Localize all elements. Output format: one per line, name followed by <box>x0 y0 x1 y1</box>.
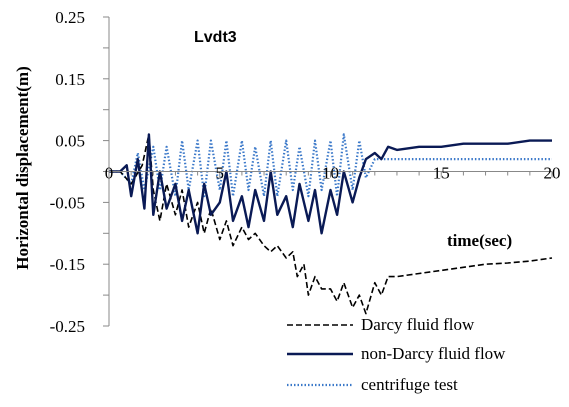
legend-label-3: centrifuge test <box>361 375 458 394</box>
labels-layer: 0.25 0.15 0.05 -0.05 -0.15 -0.25 0 5 10 15 20 <box>50 8 561 336</box>
y-axis-title: Horizontal displacement(m) <box>13 66 32 270</box>
y-tick-label: 0.15 <box>55 70 85 89</box>
series-layer <box>109 133 553 315</box>
legend-label-1: Darcy fluid flow <box>361 315 475 334</box>
x-axis-title: time(sec) <box>447 231 512 250</box>
axes-layer <box>103 16 553 327</box>
x-tick-label: 20 <box>544 164 561 183</box>
y-tick-label: -0.25 <box>50 317 85 336</box>
y-tick-label: 0.05 <box>55 132 85 151</box>
x-tick-label: 5 <box>216 164 225 183</box>
x-tick-label: 10 <box>322 164 339 183</box>
series-line-2 <box>109 133 552 235</box>
y-tick-label: -0.15 <box>50 255 85 274</box>
legend-label-2: non-Darcy fluid flow <box>361 344 506 363</box>
y-tick-label: -0.05 <box>50 193 85 212</box>
legend: Darcy fluid flow non-Darcy fluid flow cent… <box>287 315 506 394</box>
series-line-1 <box>109 133 553 315</box>
y-tick-label: 0.25 <box>55 8 85 27</box>
x-tick-label: 15 <box>433 164 450 183</box>
x-tick-label: 0 <box>105 164 114 183</box>
chart-title: Lvdt3 <box>194 29 237 46</box>
